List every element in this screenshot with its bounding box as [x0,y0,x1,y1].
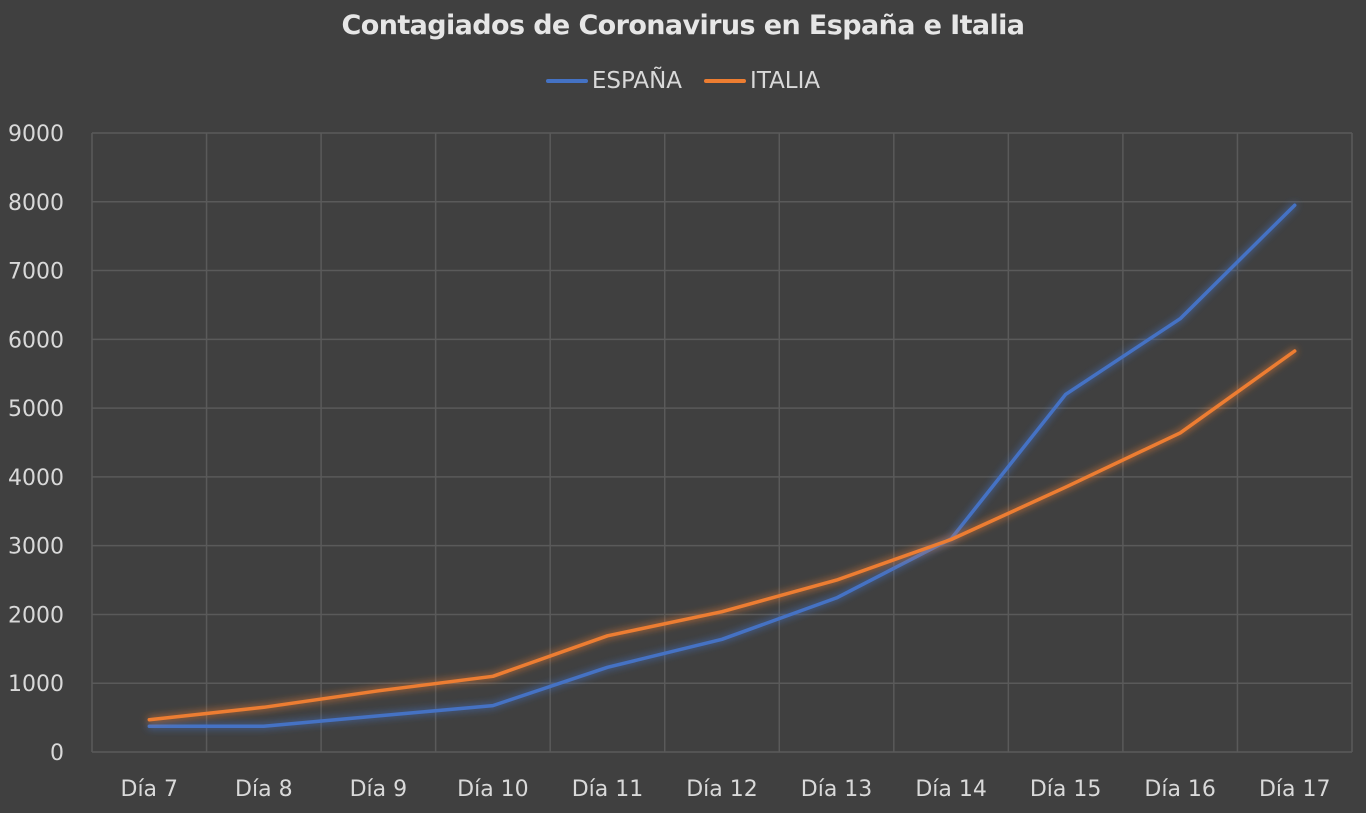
y-tick-label: 1000 [8,672,64,697]
x-tick-label: Día 13 [801,777,873,802]
legend-label-espana: ESPAÑA [591,68,683,94]
x-tick-label: Día 16 [1144,777,1216,802]
chart-title: Contagiados de Coronavirus en España e I… [341,10,1025,41]
x-tick-label: Día 15 [1030,777,1102,802]
legend-swatch-italia [704,79,747,83]
y-tick-label: 9000 [8,122,64,147]
x-axis-tick-labels: Día 7 Día 8 Día 9 Día 10 Día 11 Día 12 Día 13 D… [121,777,1331,802]
x-tick-label: Día 11 [572,777,644,802]
legend-item-espana: ESPAÑA [545,68,683,94]
legend-item-italia: ITALIA [704,68,820,94]
y-tick-label: 8000 [8,191,64,216]
x-tick-label: Día 7 [121,777,179,802]
y-tick-label: 0 [50,741,64,766]
legend-label-italia: ITALIA [750,68,821,94]
y-tick-label: 5000 [8,397,64,422]
x-tick-label: Día 14 [915,777,987,802]
series-line-italia [147,349,1297,722]
y-tick-label: 2000 [8,603,64,628]
legend-swatch-espana [545,79,588,83]
y-axis-tick-labels: 0 1000 2000 3000 4000 5000 6000 7000 8000 9000 [8,122,64,766]
x-tick-label: Día 17 [1259,777,1331,802]
chart-legend: ESPAÑA ITALIA [0,68,1366,94]
y-tick-label: 7000 [8,260,64,285]
series-line-espana [147,203,1297,729]
y-tick-label: 4000 [8,466,64,491]
x-tick-label: Día 8 [235,777,293,802]
x-tick-label: Día 12 [686,777,758,802]
y-tick-label: 3000 [8,535,64,560]
y-tick-label: 6000 [8,328,64,353]
series-lines [147,203,1297,729]
x-tick-label: Día 9 [350,777,408,802]
x-tick-label: Día 10 [457,777,529,802]
grid-lines [91,132,1353,753]
